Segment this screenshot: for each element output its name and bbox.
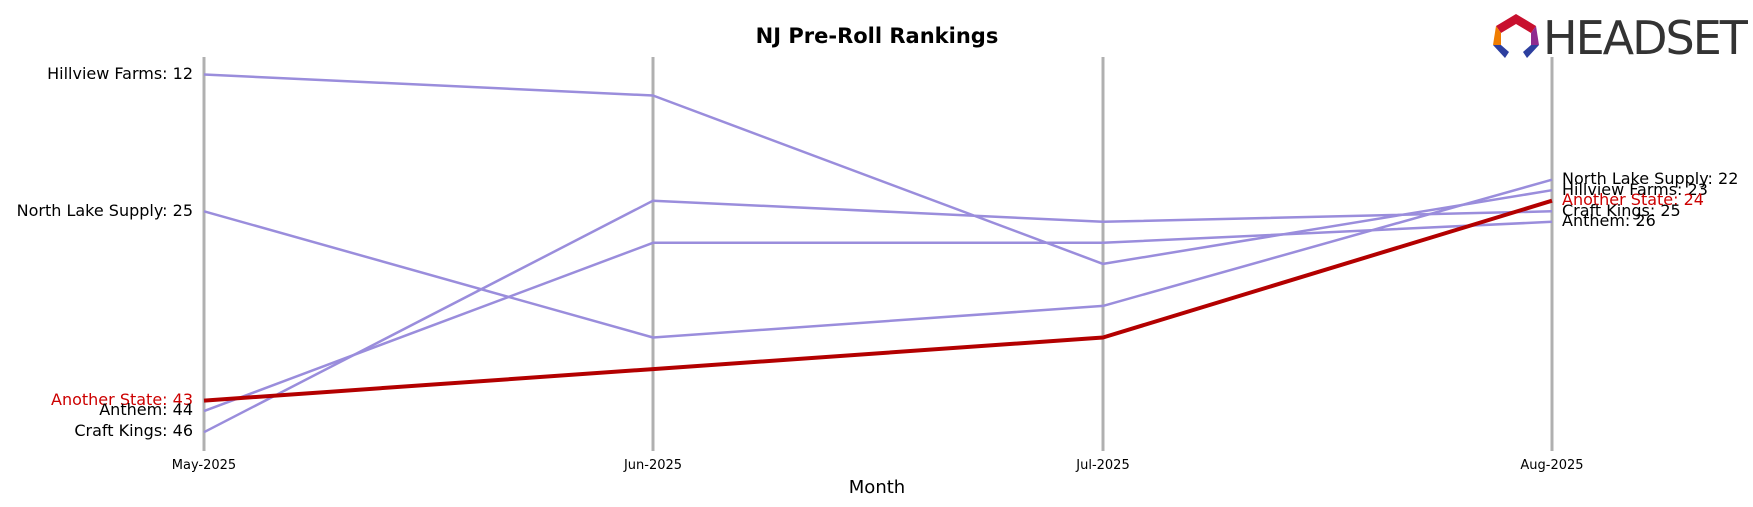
series-line-north-lake-supply [203,178,1553,339]
x-tick-label: May-2025 [172,458,236,473]
series-line-another-state [203,198,1553,403]
rank-labels: Hillview Farms: 12 North Lake Supply: 25 A… [17,64,1739,440]
series-lines [203,73,1553,434]
series-line-anthem [203,220,1553,413]
chart-title: NJ Pre-Roll Rankings [756,24,999,48]
start-rank-label: Anthem: 44 [99,400,193,419]
end-rank-label: Craft Kings: 25 [1562,201,1681,220]
month-axes [202,57,1554,451]
headset-logo-mark [1493,14,1539,58]
x-tick-label: Jul-2025 [1075,458,1129,473]
end-rank-label: North Lake Supply: 22 [1562,169,1738,188]
series-line-hillview-farms [203,73,1553,266]
series-line-craft-kings [203,199,1553,434]
end-rank-label: Another State: 24 [1562,190,1704,209]
start-rank-label: Hillview Farms: 12 [47,64,193,83]
headset-logo-text: HEADSET [1543,11,1749,65]
start-rank-label: Craft Kings: 46 [74,421,193,440]
end-rank-label: Anthem: 26 [1562,211,1656,230]
x-tick-labels: May-2025 Jun-2025 Jul-2025 Aug-2025 [172,458,1584,473]
end-rank-label: Hillview Farms: 23 [1562,180,1708,199]
headset-logo: HEADSET [1493,11,1751,65]
x-axis-label: Month [849,477,905,498]
start-rank-label: Another State: 43 [51,390,193,409]
x-tick-label: Aug-2025 [1520,458,1583,473]
start-rank-label: North Lake Supply: 25 [17,201,193,220]
x-tick-label: Jun-2025 [623,458,682,473]
